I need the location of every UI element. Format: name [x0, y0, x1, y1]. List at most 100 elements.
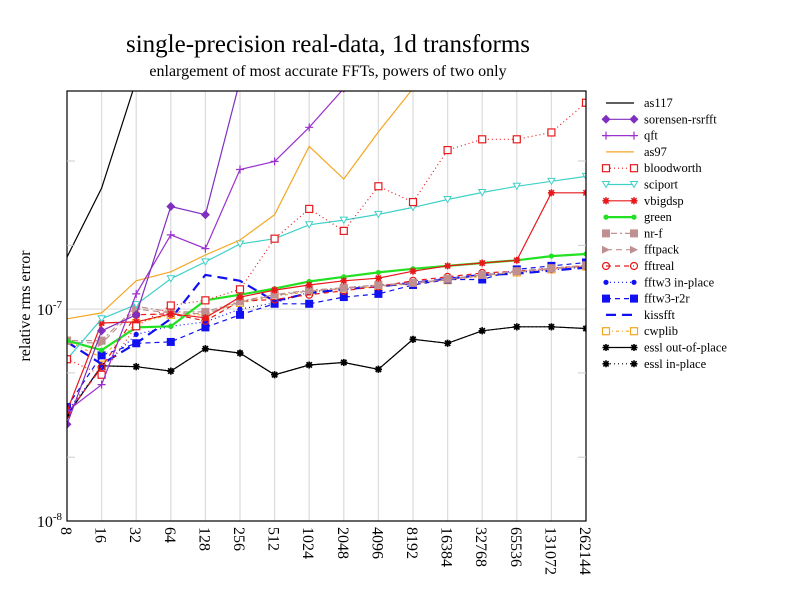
- legend-label: sciport: [644, 178, 679, 192]
- series-line: [67, 326, 586, 416]
- legend-item: kissfft: [606, 308, 676, 322]
- data-point: [477, 189, 487, 197]
- series-line: [67, 175, 586, 360]
- series-as117: [67, 91, 134, 258]
- data-point: [67, 338, 70, 344]
- data-point: [408, 197, 418, 207]
- legend-marker: [602, 229, 610, 238]
- data-point: [97, 326, 107, 336]
- series-as97: [67, 91, 412, 320]
- legend-label: as117: [644, 96, 673, 110]
- y-ticks: 10-710-8: [37, 160, 586, 531]
- chart-subtitle: enlargement of most accurate FFTs, power…: [149, 63, 506, 80]
- x-tick-label: 64: [161, 527, 178, 543]
- data-point: [512, 267, 521, 276]
- x-tick-label: 2048: [334, 527, 351, 559]
- legend-item: green: [603, 210, 673, 224]
- data-point: [201, 314, 209, 322]
- data-point: [443, 145, 452, 155]
- series-fftw3-r2r: [67, 258, 586, 412]
- data-point: [512, 182, 522, 191]
- legend-marker: [601, 327, 611, 336]
- legend-label: vbigdsp: [644, 194, 684, 208]
- data-point: [339, 293, 348, 302]
- y-tick-exp: -7: [53, 299, 63, 311]
- data-point: [98, 319, 106, 327]
- series-green: [67, 251, 586, 353]
- data-point: [132, 322, 141, 331]
- data-point: [478, 259, 486, 267]
- legend-label: as97: [644, 145, 667, 159]
- data-point: [583, 251, 586, 257]
- legend-marker: [602, 131, 610, 140]
- legend-marker: [630, 344, 638, 351]
- data-point: [97, 315, 106, 323]
- data-point: [478, 270, 487, 279]
- legend-item: essl out-of-place: [602, 341, 727, 355]
- data-point: [168, 323, 174, 329]
- legend-marker: [631, 214, 637, 220]
- data-point: [201, 244, 210, 253]
- data-point: [99, 347, 105, 353]
- data-point: [133, 331, 139, 337]
- data-point: [305, 286, 314, 295]
- data-point: [132, 339, 141, 348]
- data-point: [374, 274, 382, 282]
- data-point: [166, 275, 176, 283]
- x-tick-label: 512: [265, 527, 282, 551]
- y-axis-label: relative rms error: [17, 250, 34, 362]
- data-point: [409, 335, 417, 343]
- data-point: [131, 301, 141, 309]
- legend-item: essl in-place: [602, 357, 707, 371]
- x-tick-label: 32: [126, 527, 143, 543]
- data-point: [547, 128, 556, 137]
- x-tick-label: 131072: [541, 527, 558, 575]
- legend-marker: [630, 360, 638, 368]
- legend-label: fftreal: [644, 259, 675, 273]
- legend-marker: [603, 214, 609, 220]
- series-line: [67, 102, 586, 376]
- data-point: [97, 351, 106, 360]
- data-point: [67, 407, 71, 416]
- data-point: [547, 264, 556, 273]
- legend-item: fftw3 in-place: [603, 275, 715, 289]
- legend-label: nr-f: [644, 226, 663, 240]
- data-point: [409, 278, 417, 287]
- plot-frame: [66, 90, 587, 522]
- data-point: [374, 182, 383, 191]
- legend-label: fftw3-r2r: [644, 292, 690, 306]
- legend-marker: [601, 114, 611, 124]
- x-tick-label: 128: [195, 527, 212, 551]
- data-point: [444, 339, 452, 347]
- x-tick-label: 262144: [576, 527, 593, 575]
- data-point: [236, 349, 244, 357]
- data-point: [581, 98, 586, 107]
- data-point: [304, 221, 314, 229]
- y-tick-exp: -8: [53, 511, 63, 523]
- data-point: [201, 307, 210, 316]
- data-point: [236, 293, 244, 301]
- data-point: [167, 310, 175, 318]
- data-point: [270, 290, 279, 299]
- series-line: [67, 91, 412, 320]
- series-line: [67, 266, 586, 366]
- legend-marker: [602, 294, 610, 303]
- data-point: [512, 135, 521, 144]
- legend-marker: [601, 164, 611, 173]
- data-point: [270, 234, 279, 243]
- data-point: [443, 196, 452, 204]
- data-point: [200, 210, 210, 220]
- y-tick-label: 10-7: [37, 299, 63, 319]
- legend-marker: [631, 279, 637, 285]
- data-point: [374, 210, 383, 219]
- data-point: [375, 269, 381, 276]
- legend-marker: [629, 114, 639, 124]
- legend-marker: [602, 360, 610, 368]
- x-tick-label: 8: [57, 527, 74, 535]
- data-point: [478, 275, 487, 284]
- data-point: [132, 318, 140, 326]
- legend-marker: [630, 131, 638, 140]
- series-bloodworth: [67, 98, 586, 379]
- legend-label: bloodworth: [644, 161, 702, 175]
- series-line: [67, 265, 586, 415]
